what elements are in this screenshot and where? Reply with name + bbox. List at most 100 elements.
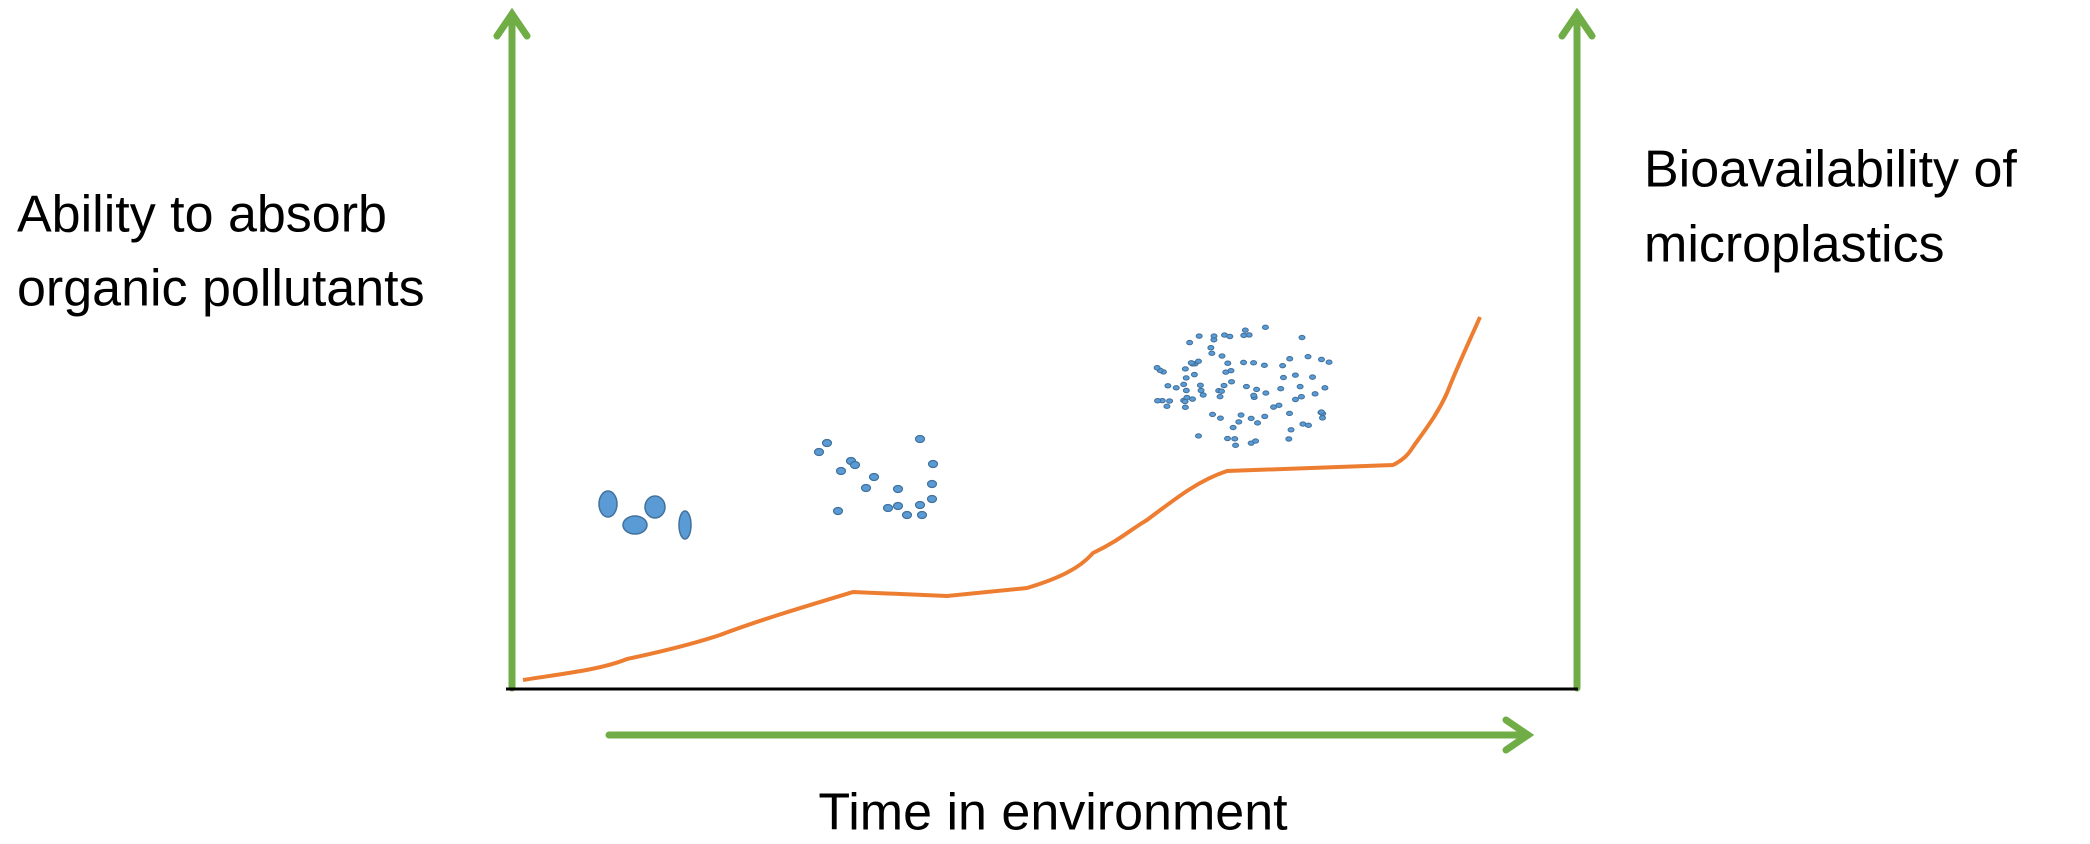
medium-particles — [815, 436, 938, 519]
particle — [1292, 373, 1298, 377]
particle — [1197, 383, 1203, 387]
particle — [1322, 386, 1328, 390]
particle — [1227, 334, 1233, 338]
particle — [1232, 437, 1238, 441]
particle — [1236, 420, 1242, 424]
particle — [1183, 388, 1189, 392]
particle — [1219, 354, 1225, 358]
diagram: Ability to absorb organic pollutants Bio… — [0, 0, 2090, 844]
right-label-line: Bioavailability of — [1644, 141, 2017, 199]
particle — [1305, 354, 1311, 358]
particle — [1261, 363, 1267, 367]
particle — [1326, 360, 1332, 364]
particle — [1318, 410, 1324, 414]
particle — [1198, 388, 1204, 392]
particle — [1225, 361, 1231, 365]
particle — [1243, 384, 1249, 388]
particle — [834, 508, 843, 515]
particle — [1318, 357, 1324, 361]
particle — [1305, 423, 1311, 427]
particle — [1188, 361, 1194, 365]
particle — [1217, 394, 1223, 398]
particle — [1286, 437, 1292, 441]
particle — [1292, 397, 1298, 401]
particle — [1211, 334, 1217, 338]
particle — [1155, 399, 1161, 403]
particle — [928, 481, 937, 488]
particle — [1287, 357, 1293, 361]
small-particles — [1154, 325, 1332, 447]
particle — [1312, 392, 1318, 396]
particle — [599, 491, 617, 517]
particle — [1154, 366, 1160, 370]
particle — [1190, 397, 1196, 401]
particle — [1253, 439, 1259, 443]
particle — [1286, 411, 1292, 415]
particle — [645, 496, 665, 518]
particle — [1280, 363, 1286, 367]
particle — [1167, 399, 1173, 403]
axes — [497, 14, 1592, 750]
particle — [1173, 386, 1179, 390]
particle — [1182, 367, 1188, 371]
particle — [929, 461, 938, 468]
particle — [1191, 372, 1197, 376]
particle — [1280, 375, 1286, 379]
particle — [1288, 428, 1294, 432]
particle — [815, 449, 824, 456]
particle — [918, 512, 927, 519]
particle — [884, 505, 893, 512]
particle — [1262, 325, 1268, 329]
particle — [903, 512, 912, 519]
particle — [1251, 393, 1257, 397]
particle — [1298, 395, 1304, 399]
particle — [1271, 405, 1277, 409]
particle — [1223, 370, 1229, 374]
particle — [837, 468, 846, 475]
particle — [1217, 416, 1223, 420]
particle — [1165, 384, 1171, 388]
large-particles — [599, 491, 691, 539]
particle — [916, 436, 925, 443]
left-label-line: Ability to absorb — [17, 186, 387, 244]
particle — [1184, 395, 1190, 399]
particle — [1233, 443, 1239, 447]
particle — [1229, 380, 1235, 384]
particle — [1230, 425, 1236, 429]
particle — [1242, 328, 1248, 332]
particle — [1262, 414, 1268, 418]
particle — [1254, 387, 1260, 391]
particle — [1310, 375, 1316, 379]
particle — [623, 516, 647, 534]
particle — [1195, 359, 1201, 363]
particle — [1297, 384, 1303, 388]
particle — [1208, 346, 1214, 350]
particle — [894, 503, 903, 510]
particle — [1187, 340, 1193, 344]
particle — [1221, 383, 1227, 387]
x-label: Time in environment — [818, 784, 1288, 842]
particle — [1181, 382, 1187, 386]
particle — [862, 485, 871, 492]
particle — [916, 502, 925, 509]
particle — [1319, 416, 1325, 420]
left-label-line: organic pollutants — [17, 260, 425, 318]
particle — [1255, 421, 1261, 425]
particle — [679, 511, 691, 539]
particle — [928, 496, 937, 503]
right-label-line: microplastics — [1644, 216, 1945, 274]
particle — [1183, 376, 1189, 380]
trend-curve — [523, 317, 1480, 680]
particle — [1251, 361, 1257, 365]
particle — [1182, 405, 1188, 409]
particle — [1200, 393, 1206, 397]
particle — [894, 486, 903, 493]
particle — [870, 474, 879, 481]
particle — [1278, 387, 1284, 391]
particle — [1241, 333, 1247, 337]
particle — [1225, 436, 1231, 440]
particle — [1238, 413, 1244, 417]
particle — [1299, 335, 1305, 339]
particle — [851, 462, 860, 469]
particle — [1209, 351, 1215, 355]
